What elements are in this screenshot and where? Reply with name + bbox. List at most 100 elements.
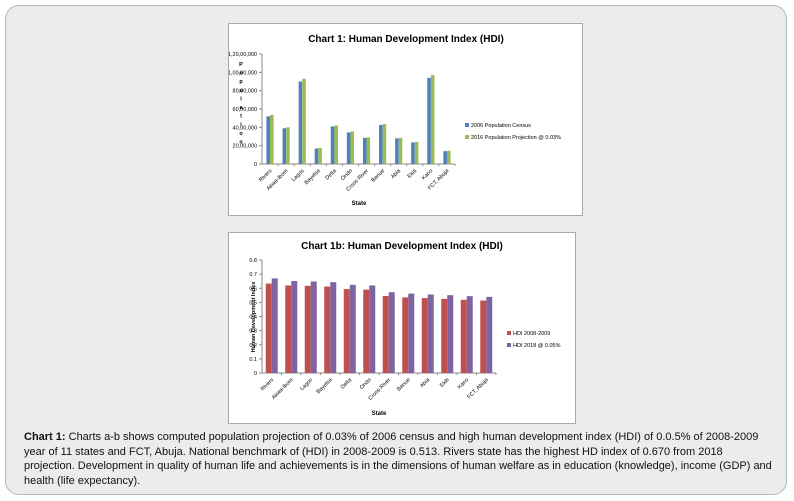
hdi-bar-2: [291, 281, 298, 373]
hdi-bar-2: [466, 296, 473, 373]
population-bar-1: [395, 138, 399, 164]
population-bar-1: [411, 142, 415, 164]
hdi-bar-1: [285, 285, 292, 373]
hdi-x-tick-label: FCT, Abuja: [466, 377, 490, 401]
hdi-y-tick-label: 0.1: [249, 357, 257, 363]
population-x-tick-label: Kano: [421, 168, 434, 181]
hdi-bar-2: [271, 278, 278, 373]
population-x-tick-label: Ondo: [340, 168, 354, 182]
population-bar-1: [346, 132, 351, 164]
hdi-bar-2: [310, 281, 317, 373]
population-legend-label: 2016 Population Projection @ 0.03%: [471, 135, 561, 141]
population-bar-1: [379, 125, 383, 164]
hdi-bar-2: [486, 296, 493, 373]
hdi-bar-1: [402, 297, 409, 373]
population-bar-chart: Chart 1: Human Development Index (HDI) 0 2…: [229, 34, 561, 207]
hdi-bar-1: [460, 299, 467, 373]
chart-population: Chart 1: Human Development Index (HDI) 0 2…: [228, 23, 583, 216]
population-bar-1: [443, 151, 447, 164]
hdi-y-tick-label: 0.4: [249, 315, 257, 321]
figure-caption: Chart 1: Charts a-b shows computed popul…: [24, 430, 774, 488]
population-y-axis-label-char: u: [239, 88, 242, 94]
population-y-tick-label: 20,00,000: [233, 144, 257, 150]
population-bar-1: [362, 137, 367, 164]
population-bar-2: [350, 131, 355, 164]
hdi-legend-swatch: [507, 331, 511, 335]
population-y-tick-label: 1,20,00,000: [229, 52, 257, 58]
population-title: Chart 1: Human Development Index (HDI): [308, 34, 504, 45]
population-bar-2: [302, 78, 306, 164]
hdi-bar-1: [343, 289, 350, 373]
population-bar-2: [382, 124, 387, 164]
caption-text: Charts a-b shows computed population pro…: [24, 431, 772, 487]
hdi-bar-2: [369, 285, 376, 373]
hdi-y-axis-label: Human Development Index: [251, 281, 257, 353]
hdi-bar-1: [441, 298, 448, 373]
hdi-title: Chart 1b: Human Development Index (HDI): [301, 241, 503, 252]
population-bar-2: [270, 114, 274, 164]
population-bar-2: [334, 125, 338, 164]
hdi-bar-2: [388, 292, 395, 373]
hdi-x-tick-label: Abia: [419, 377, 432, 390]
hdi-x-tick-label: Ondo: [359, 377, 373, 391]
hdi-legend-swatch: [507, 343, 511, 347]
hdi-y-tick-label: 0.8: [249, 258, 257, 264]
hdi-bar-1: [480, 300, 487, 373]
population-x-axis-label: State: [352, 201, 367, 207]
hdi-bar-1: [265, 283, 272, 373]
hdi-y-tick-label: 0.5: [249, 300, 257, 306]
hdi-y-tick-label: 0.3: [249, 329, 257, 335]
population-legend-label: 2006 Population Census: [471, 123, 531, 129]
population-bar-2: [318, 147, 322, 164]
population-x-tick-label: Delta: [324, 168, 338, 182]
hdi-bar-1: [324, 286, 331, 373]
hdi-bar-2: [427, 294, 434, 373]
hdi-y-tick-label: 0.2: [249, 343, 257, 349]
population-bar-2: [446, 150, 451, 164]
population-bar-2: [414, 142, 419, 164]
population-bar-1: [298, 81, 303, 164]
population-bar-1: [427, 77, 431, 164]
caption-label: Chart 1:: [24, 431, 66, 443]
population-bar-2: [286, 127, 290, 164]
hdi-x-tick-label: Ekiti: [439, 377, 451, 389]
hdi-bar-2: [447, 295, 454, 373]
hdi-bar-1: [382, 296, 389, 373]
population-y-axis-label-char: o: [239, 131, 243, 137]
population-y-tick-label: 80,00,000: [233, 89, 257, 95]
hdi-bar-1: [363, 289, 370, 373]
population-x-tick-label: Abia: [390, 168, 403, 181]
population-bar-2: [430, 75, 435, 164]
hdi-x-tick-label: Rivers: [260, 377, 275, 392]
population-bar-1: [314, 148, 319, 164]
population-x-tick-label: Ekiti: [407, 168, 419, 180]
population-bar-1: [282, 128, 287, 164]
hdi-x-tick-label: Benue: [396, 377, 411, 392]
population-y-axis-label-char: p: [239, 79, 243, 85]
population-x-tick-label: Benue: [371, 168, 386, 183]
population-y-axis-label-char: P: [239, 62, 243, 68]
hdi-legend-label: HDI 2018 @ 0.05%: [513, 343, 561, 349]
population-y-tick-label: 60,00,000: [233, 107, 257, 113]
population-y-axis-label-char: i: [240, 122, 242, 128]
hdi-bar-2: [330, 282, 337, 373]
population-bar-1: [266, 116, 271, 164]
hdi-legend-label: HDI 2008-2009: [513, 331, 550, 337]
hdi-x-tick-label: Bayelsa: [316, 377, 335, 396]
population-y-axis-label-char: l: [240, 96, 242, 102]
hdi-bar-1: [304, 285, 311, 373]
hdi-x-tick-label: Kano: [457, 377, 470, 390]
population-y-axis-label-char: t: [240, 114, 242, 120]
hdi-y-tick-label: 0.7: [249, 272, 257, 278]
population-x-tick-label: Bayelsa: [304, 168, 323, 187]
population-y-axis-label-char: o: [239, 71, 243, 77]
population-y-tick-label: 0: [254, 162, 257, 168]
hdi-x-tick-label: Akwa-Ibom: [271, 377, 295, 401]
hdi-x-tick-label: Lagos: [299, 377, 314, 392]
hdi-y-tick-label: 0.6: [249, 286, 257, 292]
hdi-y-tick-label: 0: [254, 371, 257, 377]
population-y-tick-label: 1,00,00,000: [229, 70, 257, 76]
hdi-bar-chart: Chart 1b: Human Development Index (HDI) 0…: [249, 241, 561, 417]
population-y-tick-label: 40,00,000: [233, 125, 257, 131]
population-y-axis-label-char: a: [239, 105, 243, 111]
